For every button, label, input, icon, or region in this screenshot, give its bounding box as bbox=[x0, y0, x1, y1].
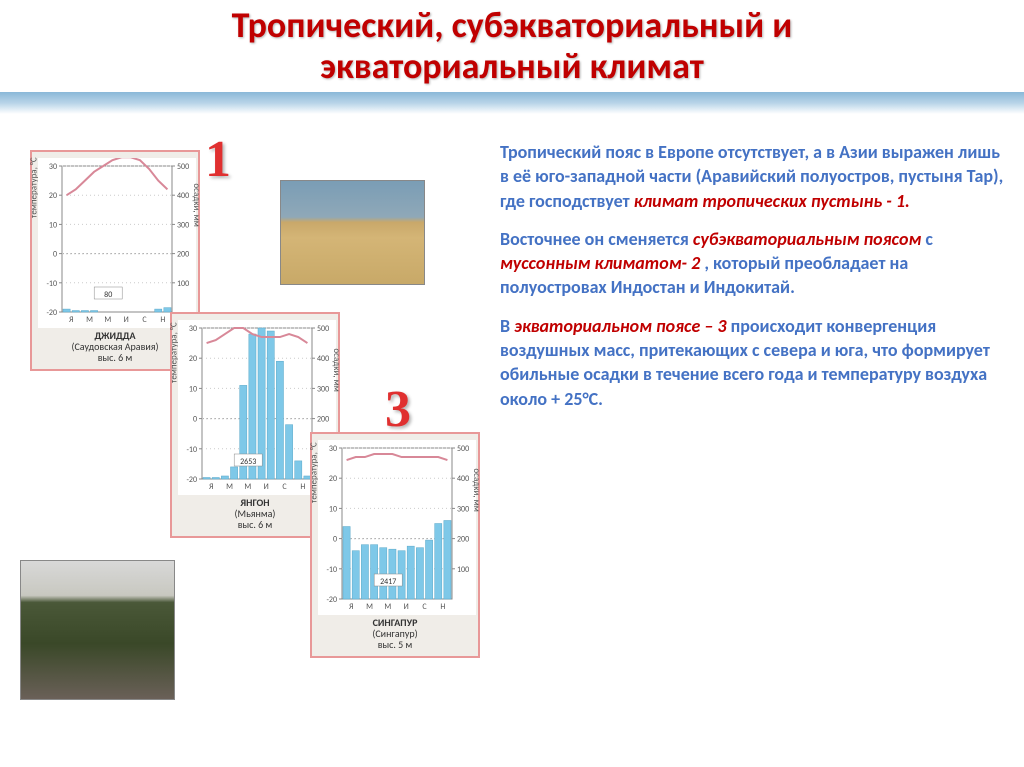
svg-text:М: М bbox=[226, 482, 233, 492]
climate-chart-3: температура, °Сосадки, мм-20-10010203010… bbox=[310, 432, 480, 658]
svg-text:10: 10 bbox=[329, 504, 337, 514]
svg-text:10: 10 bbox=[49, 220, 57, 230]
svg-text:100: 100 bbox=[457, 565, 469, 575]
svg-text:30: 30 bbox=[189, 324, 197, 334]
svg-text:400: 400 bbox=[317, 354, 329, 364]
svg-text:Н: Н bbox=[160, 315, 165, 325]
svg-text:20: 20 bbox=[329, 474, 337, 484]
paragraph-2: Восточнее он сменяется субэкваториальным… bbox=[500, 227, 1004, 300]
svg-text:-20: -20 bbox=[186, 475, 197, 485]
svg-text:2653: 2653 bbox=[240, 457, 256, 467]
svg-text:Н: Н bbox=[300, 482, 305, 492]
paragraph-3: В экваториальном поясе – 3 происходит ко… bbox=[500, 314, 1004, 411]
marker-3: 3 bbox=[385, 380, 411, 439]
svg-text:300: 300 bbox=[177, 220, 189, 230]
paragraph-1: Тропический пояс в Европе отсутствует, а… bbox=[500, 140, 1004, 213]
p3-text-a: В bbox=[500, 315, 514, 337]
left-panel: 1 2 3 температура, °Сосадки, мм-20-10010… bbox=[0, 120, 490, 767]
svg-text:М: М bbox=[244, 482, 251, 492]
svg-text:С: С bbox=[422, 602, 427, 612]
svg-text:300: 300 bbox=[317, 384, 329, 394]
svg-text:-10: -10 bbox=[46, 279, 57, 289]
tropical-photo bbox=[20, 560, 175, 700]
svg-text:С: С bbox=[142, 315, 147, 325]
svg-text:-10: -10 bbox=[326, 565, 337, 575]
title-line-2: экваториальный климат bbox=[320, 44, 704, 88]
svg-text:20: 20 bbox=[49, 191, 57, 201]
svg-text:Я: Я bbox=[69, 315, 73, 325]
svg-text:М: М bbox=[104, 315, 111, 325]
p2-highlight-b: муссонным климатом- 2 bbox=[500, 252, 700, 274]
svg-text:10: 10 bbox=[189, 384, 197, 394]
svg-text:400: 400 bbox=[177, 191, 189, 201]
svg-text:0: 0 bbox=[53, 250, 57, 260]
svg-text:20: 20 bbox=[189, 354, 197, 364]
svg-text:200: 200 bbox=[457, 535, 469, 545]
svg-text:Я: Я bbox=[209, 482, 213, 492]
svg-text:И: И bbox=[264, 482, 269, 492]
svg-text:И: И bbox=[124, 315, 129, 325]
svg-text:-20: -20 bbox=[46, 308, 57, 318]
svg-text:Я: Я bbox=[349, 602, 353, 612]
svg-text:500: 500 bbox=[177, 162, 189, 172]
svg-text:Н: Н bbox=[440, 602, 445, 612]
page-title: Тропический, субэкваториальный иэкватори… bbox=[0, 0, 1024, 88]
svg-text:30: 30 bbox=[329, 444, 337, 454]
title-line-1: Тропический, субэкваториальный и bbox=[232, 3, 793, 47]
text-panel: Тропический пояс в Европе отсутствует, а… bbox=[490, 120, 1024, 767]
svg-text:М: М bbox=[384, 602, 391, 612]
desert-photo bbox=[280, 180, 425, 285]
svg-text:0: 0 bbox=[333, 535, 337, 545]
svg-text:0: 0 bbox=[193, 415, 197, 425]
svg-text:2417: 2417 bbox=[380, 577, 396, 587]
svg-text:И: И bbox=[404, 602, 409, 612]
svg-text:80: 80 bbox=[104, 290, 112, 300]
p3-highlight: экваториальном поясе – 3 bbox=[514, 315, 726, 337]
svg-text:200: 200 bbox=[317, 415, 329, 425]
svg-text:М: М bbox=[366, 602, 373, 612]
svg-text:-10: -10 bbox=[186, 445, 197, 455]
svg-text:С: С bbox=[282, 482, 287, 492]
svg-text:200: 200 bbox=[177, 250, 189, 260]
svg-text:-20: -20 bbox=[326, 595, 337, 605]
svg-text:500: 500 bbox=[457, 444, 469, 454]
p2-highlight-a: субэкваториальным поясом bbox=[693, 228, 921, 250]
svg-text:400: 400 bbox=[457, 474, 469, 484]
marker-1: 1 bbox=[205, 130, 231, 189]
svg-text:М: М bbox=[86, 315, 93, 325]
p2-text-c: с bbox=[925, 228, 933, 250]
header-band bbox=[0, 92, 1024, 114]
svg-text:30: 30 bbox=[49, 162, 57, 172]
svg-text:100: 100 bbox=[177, 279, 189, 289]
p2-text-a: Восточнее он сменяется bbox=[500, 228, 693, 250]
svg-text:300: 300 bbox=[457, 504, 469, 514]
p1-highlight: климат тропических пустынь - 1. bbox=[634, 190, 910, 212]
svg-text:500: 500 bbox=[317, 324, 329, 334]
